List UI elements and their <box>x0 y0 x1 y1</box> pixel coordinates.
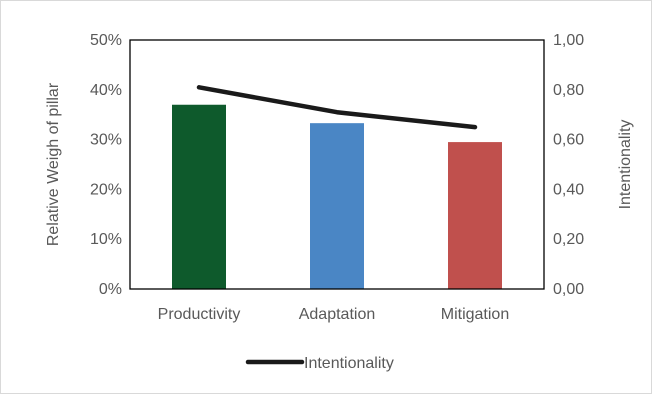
left-tick-label: 50% <box>90 32 122 49</box>
right-tick-label: 0,80 <box>553 82 584 99</box>
bar-mitigation <box>448 142 502 289</box>
left-axis-title: Relative Weigh of pillar <box>45 82 62 246</box>
line-layer <box>196 85 478 130</box>
category-label-productivity: Productivity <box>158 306 241 323</box>
left-tick-label: 20% <box>90 181 122 198</box>
category-axis-ticks: Productivity Adaptation Mitigation <box>158 306 510 323</box>
right-tick-label: 0,60 <box>553 132 584 149</box>
plot-area-border <box>129 39 545 290</box>
bar-productivity <box>172 104 226 290</box>
bars-layer <box>172 104 502 290</box>
legend: Intentionality <box>245 355 394 372</box>
category-label-adaptation: Adaptation <box>299 306 376 323</box>
left-axis-ticks: 0% 10% 20% 30% 40% 50% <box>90 32 122 298</box>
right-axis-title: Intentionality <box>617 120 634 210</box>
left-tick-label: 30% <box>90 132 122 149</box>
right-tick-label: 0,40 <box>553 181 584 198</box>
series-line-intentionality <box>196 85 478 130</box>
right-tick-label: 1,00 <box>553 32 584 49</box>
right-tick-label: 0,00 <box>553 281 584 298</box>
right-axis-ticks: 0,00 0,20 0,40 0,60 0,80 1,00 <box>553 32 584 298</box>
legend-label-intentionality: Intentionality <box>304 355 394 372</box>
category-label-mitigation: Mitigation <box>441 306 509 323</box>
right-tick-label: 0,20 <box>553 231 584 248</box>
left-tick-label: 10% <box>90 231 122 248</box>
left-tick-label: 0% <box>99 281 122 298</box>
bar-adaptation <box>310 123 364 289</box>
left-tick-label: 40% <box>90 82 122 99</box>
